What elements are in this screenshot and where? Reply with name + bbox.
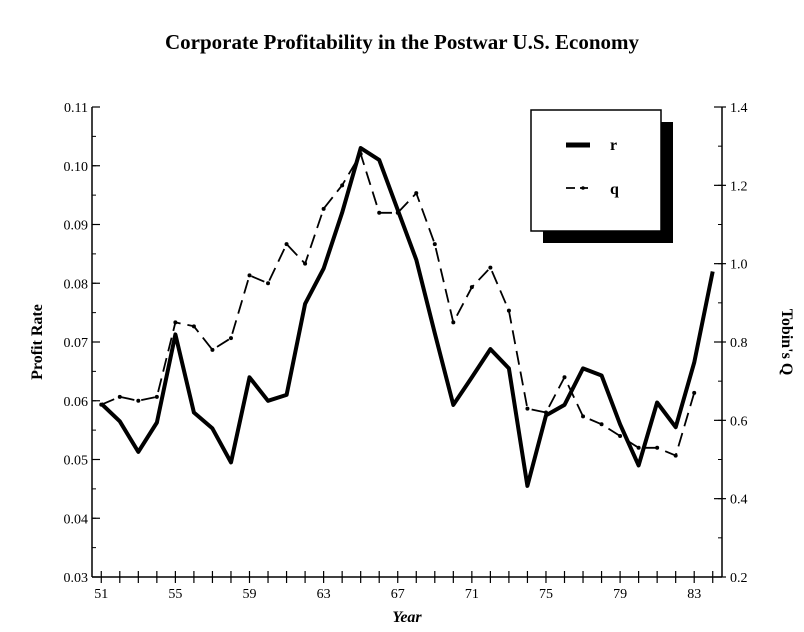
- x-tick-label: 79: [613, 587, 627, 602]
- chart-title: Corporate Profitability in the Postwar U…: [164, 30, 640, 54]
- y-left-tick-label: 0.11: [64, 101, 88, 116]
- data-point-q: [692, 390, 697, 395]
- data-point-q: [636, 445, 641, 450]
- data-point-q: [136, 398, 141, 403]
- data-point-q: [581, 414, 586, 419]
- data-point-q: [525, 406, 530, 411]
- x-tick-label: 83: [687, 587, 701, 602]
- data-point-q: [414, 191, 419, 196]
- y-left-tick-label: 0.08: [64, 277, 89, 292]
- y-left-tick-label: 0.07: [64, 336, 89, 351]
- series-line-q: [100, 153, 696, 457]
- data-point-q: [154, 394, 159, 399]
- data-point-q: [247, 273, 252, 278]
- data-point-q: [228, 336, 233, 341]
- data-point-q: [117, 394, 122, 399]
- data-point-q: [432, 242, 437, 247]
- series-layer: [99, 146, 715, 488]
- y-left-tick-label: 0.09: [64, 219, 89, 234]
- data-point-q: [599, 422, 604, 427]
- legend-box: [530, 109, 662, 232]
- x-tick-label: 51: [94, 587, 108, 602]
- data-point-q: [655, 445, 660, 450]
- y-left-axis-title: Profit Rate: [29, 304, 46, 380]
- series-line-r: [99, 146, 715, 488]
- x-tick-label: 67: [391, 587, 405, 602]
- data-point-q: [543, 410, 548, 415]
- y-right-tick-label: 1.2: [730, 179, 748, 194]
- legend-label-q: q: [610, 181, 619, 198]
- data-point-q: [673, 453, 678, 458]
- axes: Year Profit Rate Tobin's Q: [29, 107, 795, 626]
- x-tick-label: 59: [243, 587, 257, 602]
- y-right-tick-label: 0.6: [730, 414, 748, 429]
- data-point-q: [303, 261, 308, 266]
- legend: r q: [530, 109, 673, 243]
- data-point-q: [191, 324, 196, 329]
- data-point-q: [321, 206, 326, 211]
- data-point-q: [469, 285, 474, 290]
- data-point-q: [562, 375, 567, 380]
- data-point-q: [284, 242, 289, 247]
- y-left-tick-label: 0.10: [64, 160, 89, 175]
- x-axis-title: Year: [392, 609, 422, 626]
- data-point-q: [451, 320, 456, 325]
- data-point-q: [395, 210, 400, 215]
- data-point-q: [506, 308, 511, 313]
- y-left-tick-label: 0.03: [64, 571, 89, 586]
- y-right-tick-label: 1.4: [730, 101, 748, 116]
- y-right-tick-label: 0.4: [730, 493, 748, 508]
- data-point-q: [377, 210, 382, 215]
- y-right-tick-label: 0.8: [730, 336, 748, 351]
- x-tick-label: 75: [539, 587, 553, 602]
- x-tick-label: 63: [317, 587, 331, 602]
- y-left-tick-label: 0.04: [64, 512, 89, 527]
- data-point-q: [340, 183, 345, 188]
- y-left-tick-label: 0.05: [64, 454, 89, 469]
- data-point-q: [266, 281, 271, 286]
- y-left-tick-label: 0.06: [64, 395, 89, 410]
- data-point-q: [358, 152, 363, 156]
- data-point-q: [488, 265, 493, 270]
- data-point-q: [210, 347, 215, 352]
- data-point-q: [99, 402, 104, 407]
- x-tick-label: 71: [465, 587, 479, 602]
- x-tick-label: 55: [168, 587, 182, 602]
- y-right-axis-title: Tobin's Q: [778, 309, 795, 376]
- data-point-q: [618, 434, 623, 438]
- ticks: 51 55 59 63 67 71 75 79 83 0.03 0.04 0.05 0.06 0.07 0.…: [64, 101, 748, 602]
- data-point-q: [173, 320, 178, 325]
- y-right-tick-label: 1.0: [730, 258, 748, 273]
- legend-label-r: r: [610, 137, 617, 154]
- legend-marker-q: [581, 186, 585, 190]
- y-right-tick-label: 0.2: [730, 571, 748, 586]
